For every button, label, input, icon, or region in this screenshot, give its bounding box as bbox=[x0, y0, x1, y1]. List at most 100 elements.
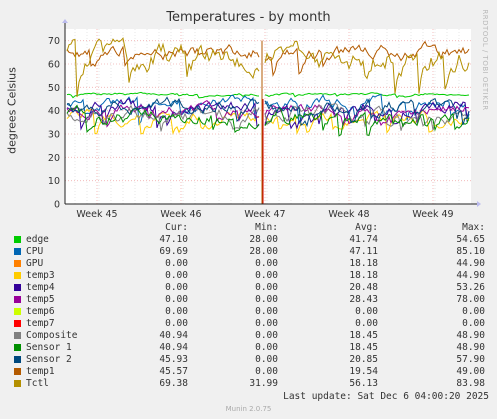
legend-avg-value: 0.00 bbox=[355, 318, 378, 329]
series-line-sensor-1 bbox=[66, 104, 260, 134]
legend-cur-value: 0.00 bbox=[165, 318, 188, 329]
legend-min-value: 0.00 bbox=[255, 342, 278, 353]
legend-max-value: 48.90 bbox=[456, 342, 485, 353]
series-line-composite bbox=[66, 104, 260, 132]
legend-header-avg: Avg: bbox=[355, 222, 378, 233]
legend-min-value: 0.00 bbox=[255, 282, 278, 293]
x-tick-label: Week 49 bbox=[412, 209, 453, 220]
legend-min-value: 0.00 bbox=[255, 354, 278, 365]
series-line-cpu bbox=[264, 93, 470, 124]
legend-row: Sensor 2 45.93 0.00 20.85 57.90 bbox=[8, 354, 488, 366]
legend-series-name: temp6 bbox=[26, 306, 55, 317]
y-tick-label: 40 bbox=[48, 106, 60, 117]
legend-max-value: 44.90 bbox=[456, 270, 485, 281]
legend-cur-value: 69.38 bbox=[159, 378, 188, 389]
legend-cur-value: 0.00 bbox=[165, 282, 188, 293]
legend-max-value: 54.65 bbox=[456, 234, 485, 245]
legend-swatch bbox=[14, 356, 21, 363]
legend-row: temp5 0.00 0.00 28.43 78.00 bbox=[8, 294, 488, 306]
legend-avg-value: 18.18 bbox=[349, 258, 378, 269]
series-line-edge bbox=[264, 92, 470, 99]
legend-max-value: 57.90 bbox=[456, 354, 485, 365]
y-tick-label: 70 bbox=[48, 36, 60, 47]
legend-row: temp7 0.00 0.00 0.00 0.00 bbox=[8, 318, 488, 330]
legend-swatch bbox=[14, 248, 21, 255]
legend-row: edge 47.10 28.00 41.74 54.65 bbox=[8, 234, 488, 246]
legend-table: Cur: Min: Avg: Max: edge 47.10 28.00 41.74 5… bbox=[8, 222, 488, 390]
legend-max-value: 85.10 bbox=[456, 246, 485, 257]
legend-swatch bbox=[14, 236, 21, 243]
legend-header-max: Max: bbox=[462, 222, 485, 233]
legend-row: temp4 0.00 0.00 20.48 53.26 bbox=[8, 282, 488, 294]
legend-row: CPU 69.69 28.00 47.11 85.10 bbox=[8, 246, 488, 258]
legend-avg-value: 20.48 bbox=[349, 282, 378, 293]
x-tick-label: Week 45 bbox=[76, 209, 117, 220]
series-line-temp1 bbox=[264, 40, 470, 78]
legend-row: temp1 45.57 0.00 19.54 49.00 bbox=[8, 366, 488, 378]
legend-min-value: 28.00 bbox=[249, 234, 278, 245]
series-line-cpu bbox=[66, 94, 260, 126]
legend-min-value: 0.00 bbox=[255, 270, 278, 281]
legend-min-value: 28.00 bbox=[249, 246, 278, 257]
legend-row: temp6 0.00 0.00 0.00 0.00 bbox=[8, 306, 488, 318]
legend-swatch bbox=[14, 260, 21, 267]
x-tick-label: Week 46 bbox=[160, 209, 201, 220]
legend-max-value: 53.26 bbox=[456, 282, 485, 293]
series-line-sensor-2 bbox=[264, 97, 470, 128]
legend-series-name: Composite bbox=[26, 330, 78, 341]
y-tick-label: 60 bbox=[48, 60, 60, 71]
legend-row: Tctl 69.38 31.99 56.13 83.98 bbox=[8, 378, 488, 390]
legend-series-name: temp7 bbox=[26, 318, 55, 329]
legend-cur-value: 47.10 bbox=[159, 234, 188, 245]
legend-rows: edge 47.10 28.00 41.74 54.65 CPU 69.69 28.00 47.… bbox=[8, 234, 488, 390]
chart-title: Temperatures - by month bbox=[166, 10, 331, 25]
series-line-sensor-1 bbox=[264, 106, 470, 137]
legend-max-value: 78.00 bbox=[456, 294, 485, 305]
legend-avg-value: 56.13 bbox=[349, 378, 378, 389]
y-tick-label: 30 bbox=[48, 130, 60, 141]
legend-series-name: temp4 bbox=[26, 282, 55, 293]
legend-cur-value: 40.94 bbox=[159, 330, 188, 341]
legend-row: Sensor 1 40.94 0.00 18.45 48.90 bbox=[8, 342, 488, 354]
legend-swatch bbox=[14, 368, 21, 375]
legend-series-name: temp1 bbox=[26, 366, 55, 377]
series-line-temp1 bbox=[66, 43, 260, 68]
legend-row: Composite 40.94 0.00 18.45 48.90 bbox=[8, 330, 488, 342]
legend-cur-value: 0.00 bbox=[165, 258, 188, 269]
legend-avg-value: 18.45 bbox=[349, 330, 378, 341]
legend-series-name: CPU bbox=[26, 246, 44, 257]
legend-avg-value: 0.00 bbox=[355, 306, 378, 317]
series-line-tctl bbox=[264, 40, 470, 94]
y-tick-label: 50 bbox=[48, 83, 60, 94]
legend-max-value: 83.98 bbox=[456, 378, 485, 389]
legend-header-cur: Cur: bbox=[165, 222, 188, 233]
legend-header: Cur: Min: Avg: Max: bbox=[8, 222, 488, 234]
legend-swatch bbox=[14, 272, 21, 279]
legend-min-value: 0.00 bbox=[255, 366, 278, 377]
legend-series-name: temp3 bbox=[26, 270, 55, 281]
legend-avg-value: 28.43 bbox=[349, 294, 378, 305]
legend-swatch bbox=[14, 320, 21, 327]
y-axis-arrow bbox=[62, 19, 68, 23]
series-line-temp4 bbox=[264, 101, 470, 130]
legend-avg-value: 18.18 bbox=[349, 270, 378, 281]
legend-min-value: 0.00 bbox=[255, 306, 278, 317]
legend-swatch bbox=[14, 284, 21, 291]
series-line-temp4 bbox=[66, 97, 260, 131]
legend-max-value: 49.00 bbox=[456, 366, 485, 377]
legend-min-value: 0.00 bbox=[255, 294, 278, 305]
series-line-temp3 bbox=[264, 108, 470, 135]
legend-avg-value: 47.11 bbox=[349, 246, 378, 257]
legend-series-name: Sensor 1 bbox=[26, 342, 72, 353]
legend-swatch bbox=[14, 296, 21, 303]
legend-series-name: temp5 bbox=[26, 294, 55, 305]
legend-min-value: 0.00 bbox=[255, 258, 278, 269]
legend-swatch bbox=[14, 308, 21, 315]
series-line-tctl bbox=[66, 37, 260, 98]
legend-avg-value: 41.74 bbox=[349, 234, 378, 245]
legend-cur-value: 0.00 bbox=[165, 306, 188, 317]
legend-row: temp3 0.00 0.00 18.18 44.90 bbox=[8, 270, 488, 282]
legend-avg-value: 19.54 bbox=[349, 366, 378, 377]
munin-version: Munin 2.0.75 bbox=[225, 405, 272, 413]
series-line-edge bbox=[66, 91, 260, 99]
